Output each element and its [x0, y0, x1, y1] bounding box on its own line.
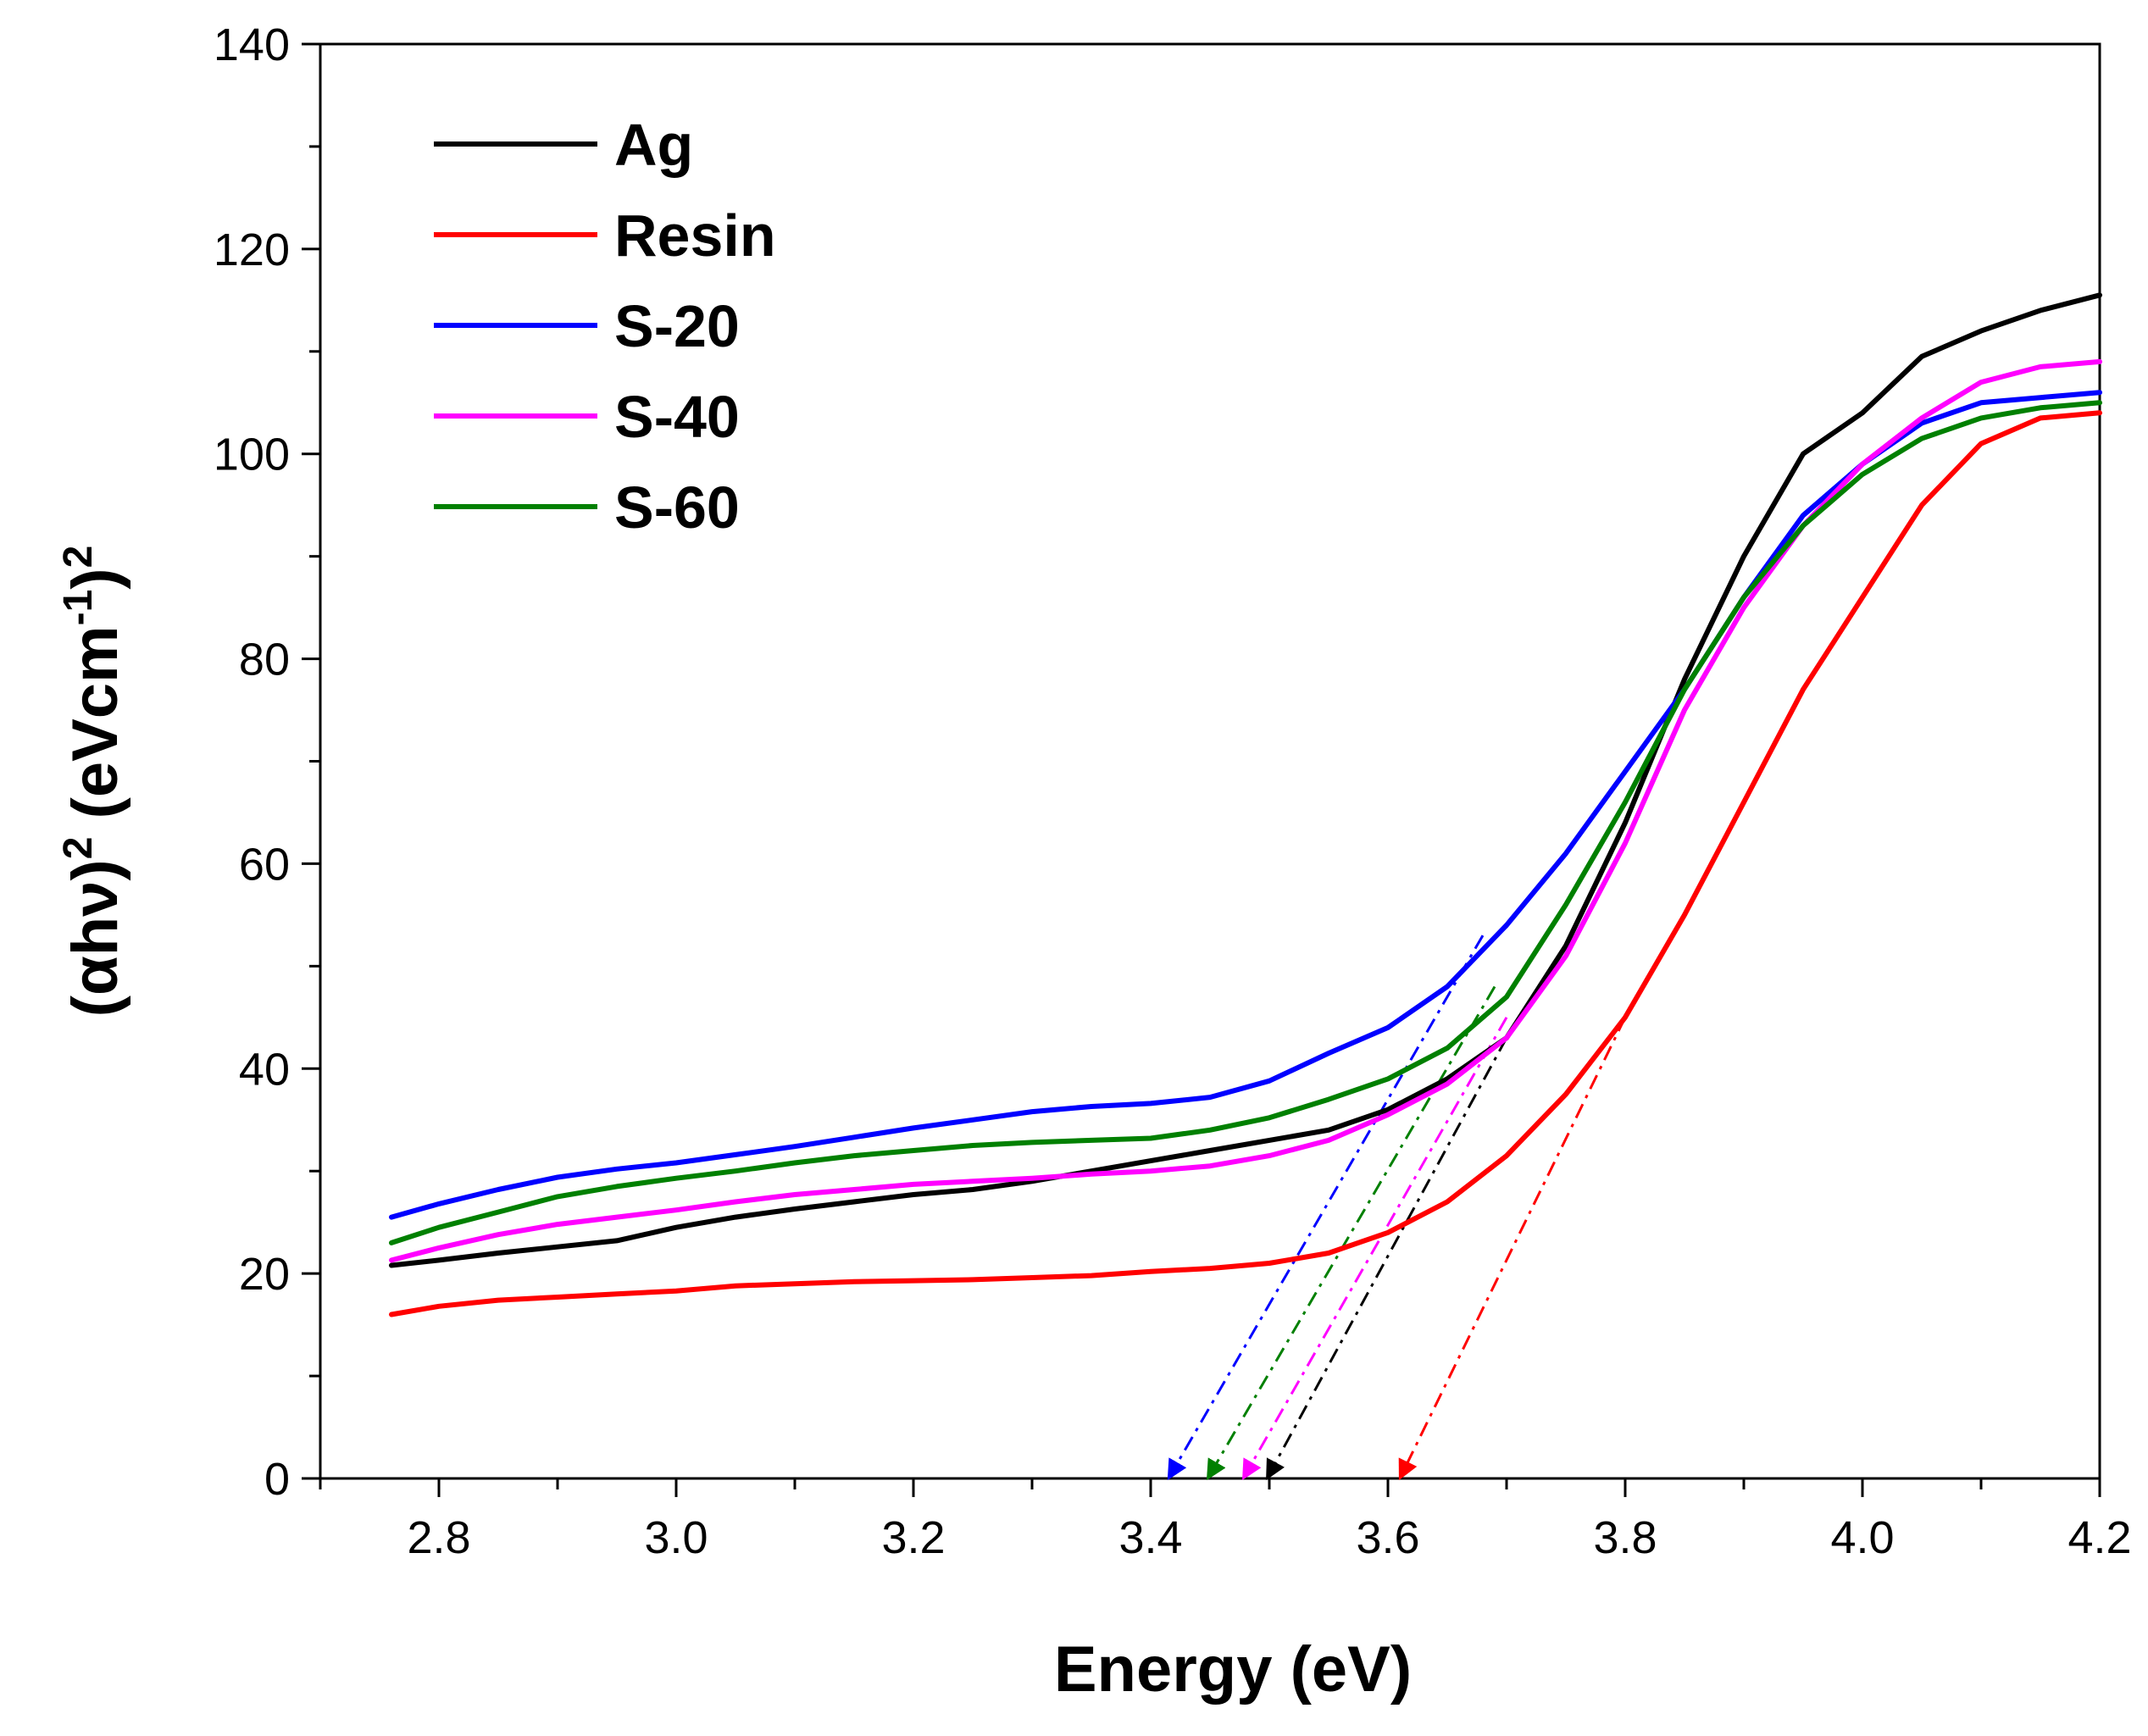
plot-border	[319, 42, 2101, 1480]
x-tick-label: 2.8	[407, 1512, 470, 1563]
legend-label-s-40: S-40	[614, 384, 740, 450]
y-axis-title-sup3: 2	[56, 546, 101, 568]
y-tick-label: 100	[214, 430, 290, 480]
y-axis-title-unit-close: )	[59, 568, 131, 589]
tangent-lines	[1167, 935, 1627, 1481]
series-line-ag	[389, 292, 2102, 1268]
x-tick-label: 4.0	[1830, 1512, 1894, 1563]
x-axis-ticks: 2.8 3.0 3.2 3.4 3.6 3.8 4.0 4.2	[319, 1478, 2132, 1563]
x-tick-label: 3.6	[1356, 1512, 1419, 1563]
y-axis-ticks: 0 20 40 60 80 100 120 140	[214, 19, 320, 1505]
legend-label-ag: Ag	[614, 112, 693, 178]
tangent-line-s-60	[1206, 985, 1496, 1481]
tangent-line-ag	[1265, 1037, 1508, 1481]
y-axis-title-sup1: 2	[56, 837, 101, 860]
y-axis-title: (αhν)2 (eVcm-1)2	[56, 546, 131, 1018]
y-tick-label: 40	[239, 1044, 290, 1095]
tangent-line-s-20	[1167, 935, 1485, 1481]
y-axis-title-unit-open: (eVcm	[59, 625, 131, 836]
legend: Ag Resin S-20 S-40 S-60	[434, 112, 776, 541]
series-lines	[389, 292, 2102, 1317]
y-tick-label: 120	[214, 225, 290, 275]
series-line-resin	[389, 410, 2102, 1317]
tangent-line-resin	[1398, 1017, 1627, 1481]
x-tick-label: 3.2	[881, 1512, 945, 1563]
y-tick-label: 60	[239, 839, 290, 890]
y-tick-label: 20	[239, 1249, 290, 1300]
plot-frame	[319, 42, 2101, 1480]
x-tick-label: 4.2	[2068, 1512, 2131, 1563]
y-tick-label: 80	[239, 635, 290, 685]
y-tick-label: 0	[264, 1454, 290, 1505]
x-tick-label: 3.8	[1593, 1512, 1657, 1563]
series-line-s-20	[389, 390, 2102, 1220]
x-tick-label: 3.0	[644, 1512, 708, 1563]
y-axis-title-sup2: -1	[56, 590, 101, 626]
x-axis-title: Energy (eV)	[1054, 1633, 1412, 1705]
x-tick-label: 3.4	[1118, 1512, 1182, 1563]
series-line-s-60	[389, 400, 2102, 1245]
tangent-line-s-40	[1241, 1017, 1508, 1481]
y-axis-title-main: (αhν)	[59, 859, 131, 1017]
legend-label-s-20: S-20	[614, 293, 740, 359]
legend-label-s-60: S-60	[614, 474, 740, 541]
y-tick-label: 140	[214, 19, 290, 70]
legend-label-resin: Resin	[614, 202, 776, 269]
